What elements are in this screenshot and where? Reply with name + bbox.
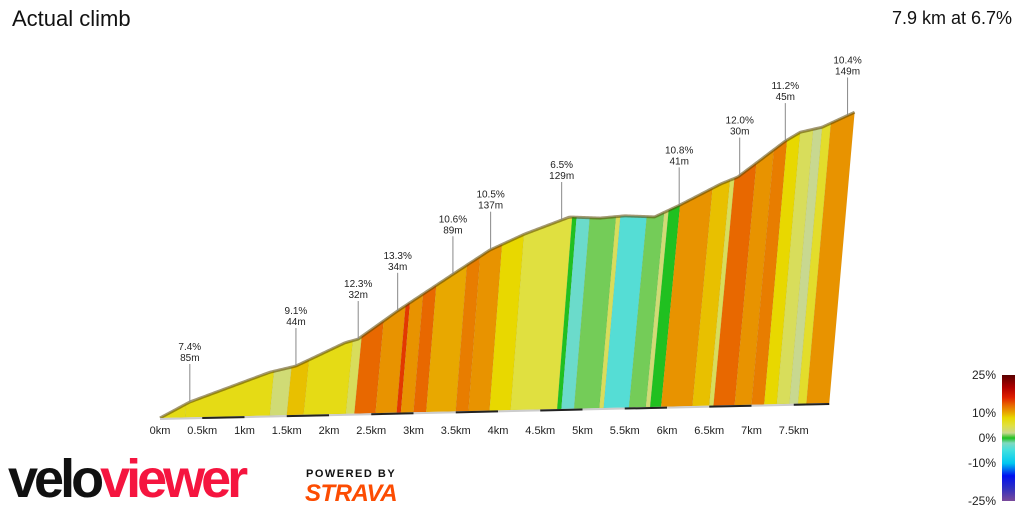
x-tick-label: 3.5km [441,425,471,437]
annotation-grade: 12.0% [726,116,754,127]
climb-summary: 7.9 km at 6.7% [891,8,1012,28]
baseline-dash [371,412,414,416]
annotation-grade: 9.1% [285,306,308,317]
page-title: Actual climb [12,6,131,31]
baseline-dash [455,410,499,414]
annotation-length: 45m [776,92,795,103]
annotation-length: 137m [478,201,503,212]
annotation-grade: 10.5% [476,190,504,201]
annotation-length: 44m [286,317,305,328]
legend-label: 0% [979,431,997,445]
x-tick-label: 1km [234,425,255,437]
x-tick-label: 1.5km [272,425,302,437]
x-tick-label: 7km [741,425,762,437]
powered-by-label: POWERED BY [306,468,397,480]
x-tick-label: 0.5km [187,425,217,437]
annotation-grade: 12.3% [344,279,372,290]
annotation-length: 85m [180,353,199,364]
annotation-length: 41m [669,156,688,167]
strava-logo[interactable]: STRAVA [305,480,398,507]
x-tick-label: 5.5km [610,425,640,437]
legend-label: -25% [968,494,996,508]
x-tick-label: 4km [488,425,509,437]
annotations: 7.4%85m 9.1%44m 12.3%32m 13.3%34m 10.6%89m 10… [178,55,862,402]
x-axis: 0km 0.5km 1km 1.5km 2km 2.5km 3km 3.5km 4km 4.5km… [150,402,830,437]
legend-label: -10% [968,456,996,470]
legend-label: 25% [972,368,996,382]
annotation-grade: 10.4% [833,55,861,66]
gradient-stripes [159,111,855,419]
annotation-length: 30m [730,127,749,138]
gradient-stripe [185,370,275,418]
x-tick-label: 7.5km [779,425,809,437]
annotation-length: 129m [549,171,574,182]
annotation-grade: 10.6% [439,214,467,225]
baseline-dash [624,406,668,410]
gradient-legend: 25% 10% 0% -10% -25% [968,368,1015,508]
x-tick-label: 6.5km [694,425,724,437]
annotation-grade: 7.4% [178,342,201,353]
annotation-length: 149m [835,66,860,77]
annotation-grade: 6.5% [550,160,573,171]
legend-color-bar [1002,375,1015,501]
x-tick-label: 2km [319,425,340,437]
x-tick-label: 0km [150,425,171,437]
annotation-length: 89m [443,225,462,236]
x-tick-label: 6km [657,425,678,437]
annotation-length: 32m [348,290,367,301]
veloviewer-logo[interactable]: veloviewer [8,449,248,509]
x-tick-label: 2.5km [356,425,386,437]
legend-label: 10% [972,406,996,420]
baseline-dash [202,416,245,420]
x-tick-label: 4.5km [525,425,555,437]
profile-top-edge [159,110,856,420]
annotation-grade: 11.2% [771,81,799,92]
x-tick-label: 5km [572,425,593,437]
baseline-dash [709,404,752,408]
baseline-dash [793,402,830,406]
annotation-grade: 10.8% [665,145,693,156]
annotation-grade: 13.3% [383,251,411,262]
x-tick-label: 3km [403,425,424,437]
baseline-dash [540,408,583,412]
annotation-length: 34m [388,262,407,273]
baseline-dash [286,414,330,418]
profile-surface [159,110,856,420]
